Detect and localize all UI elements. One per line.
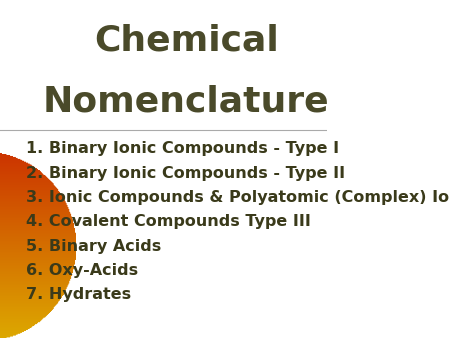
Text: 1. Binary Ionic Compounds - Type I: 1. Binary Ionic Compounds - Type I bbox=[26, 141, 339, 156]
Text: 4. Covalent Compounds Type III: 4. Covalent Compounds Type III bbox=[26, 214, 311, 229]
Text: 5. Binary Acids: 5. Binary Acids bbox=[26, 239, 162, 254]
Text: 3. Ionic Compounds & Polyatomic (Complex) Ions: 3. Ionic Compounds & Polyatomic (Complex… bbox=[26, 190, 450, 205]
Text: 6. Oxy-Acids: 6. Oxy-Acids bbox=[26, 263, 138, 278]
Text: 2. Binary Ionic Compounds - Type II: 2. Binary Ionic Compounds - Type II bbox=[26, 166, 345, 180]
Text: 7. Hydrates: 7. Hydrates bbox=[26, 287, 131, 302]
Text: Chemical: Chemical bbox=[94, 24, 279, 57]
Text: Nomenclature: Nomenclature bbox=[43, 84, 329, 118]
